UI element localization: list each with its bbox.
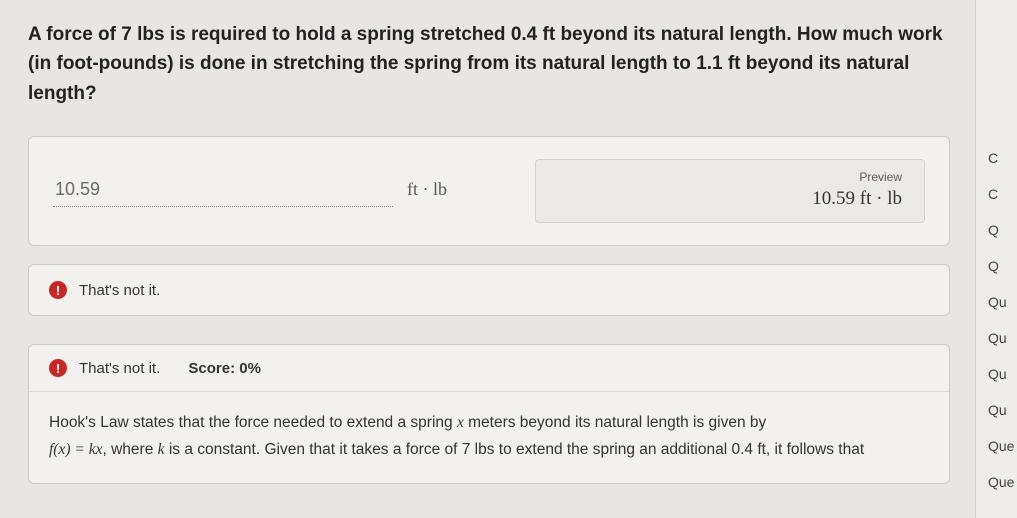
explain-text-1b: meters beyond its natural length is give…	[464, 414, 766, 431]
sidebar-item[interactable]: Q	[976, 212, 1017, 248]
sidebar-item[interactable]: Qu	[976, 356, 1017, 392]
error-icon: !	[49, 281, 67, 299]
error-icon: !	[49, 359, 67, 377]
preview-value: 10.59 ft · lb	[558, 188, 902, 210]
answer-input[interactable]	[53, 175, 393, 207]
explanation-header: ! That's not it. Score: 0%	[29, 345, 949, 392]
feedback-text: That's not it.	[79, 282, 160, 299]
explain-text-1a: Hook's Law states that the force needed …	[49, 414, 457, 431]
sidebar-item[interactable]: Que	[976, 428, 1017, 464]
explanation-body: Hook's Law states that the force needed …	[29, 392, 949, 483]
sidebar-item[interactable]: Q	[976, 248, 1017, 284]
question-text: A force of 7 lbs is required to hold a s…	[28, 20, 950, 108]
feedback-banner: ! That's not it.	[28, 264, 950, 316]
math-fn: f(x) = kx	[49, 441, 102, 458]
explanation-panel: ! That's not it. Score: 0% Hook's Law st…	[28, 344, 950, 484]
answer-unit: ft · lb	[407, 179, 447, 200]
score-label: Score: 0%	[188, 360, 261, 377]
sidebar-item[interactable]: Qu	[976, 320, 1017, 356]
math-var-k: k	[158, 441, 165, 458]
sidebar-item[interactable]: Qu	[976, 392, 1017, 428]
answer-input-wrap: ft · lb	[53, 175, 517, 207]
sidebar-item[interactable]: C	[976, 176, 1017, 212]
sidebar-item[interactable]: Que	[976, 464, 1017, 500]
preview-box: Preview 10.59 ft · lb	[535, 159, 925, 223]
feedback-header-text: That's not it.	[79, 360, 160, 377]
question-panel: A force of 7 lbs is required to hold a s…	[0, 0, 960, 504]
explain-text-2a: , where	[102, 441, 157, 458]
math-var-x: x	[457, 414, 464, 431]
sidebar-item[interactable]: Qu	[976, 284, 1017, 320]
preview-label: Preview	[558, 170, 902, 184]
question-nav-sidebar: C C Q Q Qu Qu Qu Qu Que Que	[975, 0, 1017, 518]
answer-row: ft · lb Preview 10.59 ft · lb	[28, 136, 950, 246]
explain-text-2b: is a constant. Given that it takes a for…	[165, 441, 865, 458]
sidebar-item[interactable]: C	[976, 140, 1017, 176]
